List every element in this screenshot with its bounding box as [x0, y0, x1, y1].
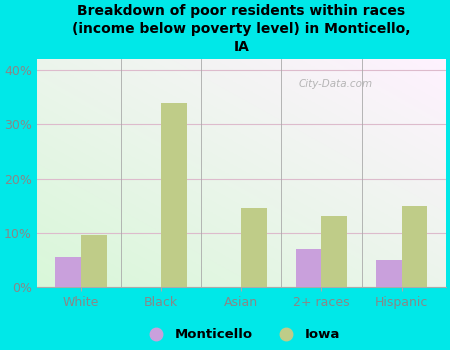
Bar	[241, 208, 267, 287]
Bar	[161, 103, 187, 287]
Text: City-Data.com: City-Data.com	[298, 78, 373, 89]
Bar	[55, 257, 81, 287]
Bar	[296, 249, 321, 287]
Title: Breakdown of poor residents within races
(income below poverty level) in Montice: Breakdown of poor residents within races…	[72, 4, 410, 54]
Legend: Monticello, Iowa: Monticello, Iowa	[138, 323, 345, 347]
Bar	[81, 236, 107, 287]
Bar	[401, 206, 427, 287]
Bar	[376, 260, 401, 287]
Bar	[321, 217, 347, 287]
